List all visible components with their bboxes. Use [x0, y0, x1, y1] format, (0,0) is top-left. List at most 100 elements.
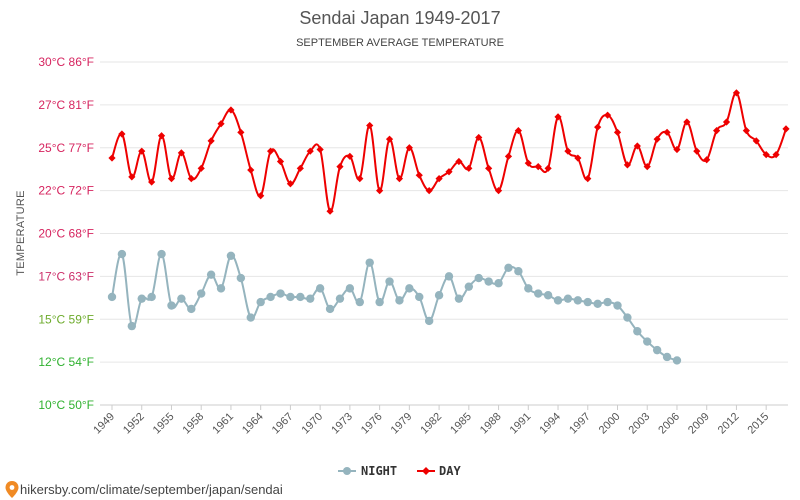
day-point[interactable] — [128, 173, 136, 181]
day-point[interactable] — [455, 157, 463, 166]
day-point[interactable] — [247, 166, 255, 174]
night-point[interactable] — [633, 327, 642, 336]
night-point[interactable] — [652, 345, 662, 355]
day-point[interactable] — [663, 128, 671, 136]
night-point[interactable] — [246, 313, 255, 322]
day-point[interactable] — [118, 130, 126, 138]
day-point[interactable] — [524, 159, 532, 167]
night-point[interactable] — [335, 294, 345, 303]
day-point[interactable] — [405, 144, 413, 152]
night-point[interactable] — [306, 294, 315, 303]
day-point[interactable] — [514, 127, 522, 135]
legend-item-day[interactable]: DAY — [417, 464, 461, 478]
day-point[interactable] — [544, 164, 552, 172]
day-point[interactable] — [762, 151, 770, 159]
day-point[interactable] — [693, 147, 701, 155]
night-point[interactable] — [494, 279, 503, 288]
night-point[interactable] — [583, 297, 592, 307]
night-point[interactable] — [524, 284, 533, 293]
night-point[interactable] — [603, 297, 612, 307]
night-point[interactable] — [256, 297, 265, 307]
day-point[interactable] — [445, 168, 453, 176]
day-point[interactable] — [435, 175, 443, 183]
day-point[interactable] — [157, 132, 166, 140]
night-point[interactable] — [107, 292, 117, 302]
day-point[interactable] — [713, 127, 721, 135]
day-point[interactable] — [603, 111, 612, 119]
day-point[interactable] — [494, 187, 503, 195]
night-point[interactable] — [127, 321, 137, 331]
day-point[interactable] — [534, 163, 542, 171]
night-point[interactable] — [385, 277, 394, 286]
night-point[interactable] — [226, 251, 236, 260]
night-point[interactable] — [444, 272, 454, 281]
day-point[interactable] — [237, 128, 245, 136]
day-point[interactable] — [227, 106, 235, 114]
night-point[interactable] — [187, 304, 196, 314]
night-point[interactable] — [415, 292, 424, 302]
day-point[interactable] — [286, 180, 295, 188]
day-point[interactable] — [415, 171, 423, 179]
day-point[interactable] — [306, 147, 314, 155]
day-point[interactable] — [485, 164, 493, 172]
night-point[interactable] — [504, 263, 513, 272]
night-point[interactable] — [553, 296, 563, 305]
night-point[interactable] — [643, 337, 652, 346]
night-point[interactable] — [563, 294, 573, 303]
day-point[interactable] — [594, 123, 602, 131]
day-point[interactable] — [465, 164, 473, 172]
day-point[interactable] — [167, 175, 176, 183]
day-point[interactable] — [326, 207, 334, 215]
source-credit[interactable]: hikersby.com/climate/september/japan/sen… — [5, 481, 283, 498]
day-point[interactable] — [504, 152, 513, 160]
night-point[interactable] — [157, 249, 166, 259]
legend[interactable]: NIGHT DAY — [338, 464, 461, 478]
night-point[interactable] — [623, 313, 632, 322]
day-point[interactable] — [613, 128, 622, 136]
day-point[interactable] — [395, 175, 404, 183]
day-point[interactable] — [138, 147, 146, 155]
day-point[interactable] — [197, 164, 205, 172]
day-point[interactable] — [425, 187, 433, 195]
day-point[interactable] — [683, 118, 691, 126]
day-point[interactable] — [257, 192, 265, 200]
night-point[interactable] — [474, 273, 483, 283]
day-point[interactable] — [346, 152, 354, 160]
day-point[interactable] — [108, 154, 116, 162]
day-point[interactable] — [148, 178, 156, 186]
day-point[interactable] — [356, 175, 364, 183]
night-point[interactable] — [375, 297, 384, 307]
night-point[interactable] — [405, 284, 414, 293]
day-point[interactable] — [584, 175, 592, 183]
night-point[interactable] — [365, 258, 374, 267]
source-link[interactable]: hikersby.com/climate/september/japan/sen… — [20, 482, 283, 497]
night-point[interactable] — [434, 291, 444, 300]
day-point[interactable] — [752, 137, 760, 145]
night-point[interactable] — [424, 316, 434, 326]
night-point[interactable] — [613, 301, 622, 310]
day-point[interactable] — [554, 113, 562, 121]
day-point[interactable] — [782, 125, 790, 133]
night-point[interactable] — [296, 292, 305, 302]
day-point[interactable] — [217, 120, 225, 128]
night-point[interactable] — [464, 282, 474, 291]
night-point[interactable] — [177, 294, 186, 303]
day-point[interactable] — [732, 89, 741, 97]
night-point[interactable] — [315, 284, 325, 293]
night-point[interactable] — [593, 299, 602, 309]
night-point[interactable] — [454, 294, 464, 303]
night-point[interactable] — [514, 267, 523, 276]
night-point[interactable] — [672, 356, 682, 365]
night-point[interactable] — [573, 296, 583, 305]
day-point[interactable] — [722, 118, 731, 126]
day-point[interactable] — [316, 145, 324, 154]
day-point[interactable] — [633, 142, 641, 150]
day-point[interactable] — [177, 149, 185, 157]
night-point[interactable] — [484, 277, 493, 286]
night-point[interactable] — [206, 270, 216, 279]
day-point[interactable] — [376, 187, 384, 195]
night-point[interactable] — [236, 273, 246, 283]
night-point[interactable] — [117, 249, 127, 259]
night-point[interactable] — [395, 296, 404, 305]
day-point[interactable] — [742, 127, 750, 135]
